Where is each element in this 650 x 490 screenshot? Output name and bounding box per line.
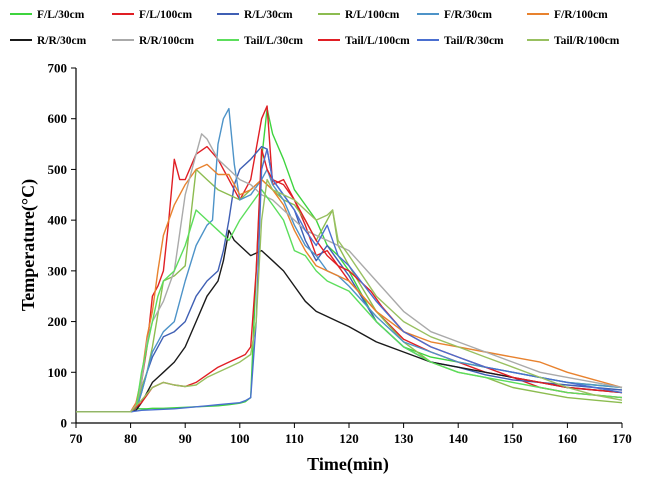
- y-tick-label: 600: [48, 111, 68, 126]
- x-tick-label: 90: [179, 431, 192, 446]
- x-tick-label: 80: [124, 431, 137, 446]
- x-tick-label: 160: [558, 431, 578, 446]
- series-line-f-l-30cm: [76, 107, 623, 413]
- y-tick-label: 0: [61, 416, 68, 431]
- x-tick-label: 170: [612, 431, 632, 446]
- legend-label-f-l-30cm: F/L/30cm: [37, 9, 85, 21]
- x-ticks: 70 80 90 100 110 120 130 140 150 160 170: [70, 423, 632, 446]
- axes: 70 80 90 100 110 120 130 140 150 160 170 0 100 200 30…: [48, 61, 632, 447]
- series-line-tail-r-100cm: [76, 178, 623, 413]
- legend-label-r-l-100cm: R/L/100cm: [345, 9, 400, 21]
- legend: F/L/30cm F/L/100cm R/L/30cm R/L/100cm F/R/30…: [10, 9, 620, 47]
- y-tick-label: 100: [48, 365, 68, 380]
- series-line-f-l-100cm: [76, 105, 623, 413]
- x-tick-label: 70: [70, 431, 83, 446]
- legend-label-f-r-30cm: F/R/30cm: [444, 9, 492, 21]
- series-line-r-r-30cm: [76, 229, 623, 413]
- series-line-tail-l-30cm: [76, 188, 623, 413]
- y-ticks: 0 100 200 300 400 500 600 700: [48, 61, 76, 431]
- y-tick-label: 500: [48, 162, 68, 177]
- x-axis-label: Time(min): [307, 454, 389, 475]
- y-tick-label: 300: [48, 263, 68, 278]
- series-line-f-r-30cm: [76, 107, 623, 413]
- x-tick-label: 110: [285, 431, 304, 446]
- legend-label-r-r-30cm: R/R/30cm: [37, 35, 87, 47]
- legend-label-tail-r-30cm: Tail/R/30cm: [444, 35, 504, 47]
- legend-label-r-r-100cm: R/R/100cm: [139, 35, 194, 47]
- y-axis-label: Temperature(°C): [18, 179, 39, 311]
- series-layer: [76, 105, 623, 413]
- y-tick-label: 700: [48, 61, 68, 76]
- y-tick-label: 200: [48, 314, 68, 329]
- legend-label-f-r-100cm: F/R/100cm: [554, 9, 608, 21]
- y-tick-label: 400: [48, 213, 68, 228]
- legend-label-f-l-100cm: F/L/100cm: [139, 9, 192, 21]
- series-line-tail-r-30cm: [76, 148, 623, 413]
- x-tick-label: 140: [448, 431, 468, 446]
- x-tick-label: 150: [503, 431, 523, 446]
- x-tick-label: 130: [394, 431, 414, 446]
- legend-label-tail-l-30cm: Tail/L/30cm: [244, 35, 303, 47]
- series-line-f-r-100cm: [76, 163, 623, 413]
- x-tick-label: 100: [230, 431, 250, 446]
- legend-label-r-l-30cm: R/L/30cm: [244, 9, 293, 21]
- legend-label-tail-r-100cm: Tail/R/100cm: [554, 35, 620, 47]
- x-tick-label: 120: [339, 431, 359, 446]
- legend-label-tail-l-100cm: Tail/L/100cm: [345, 35, 410, 47]
